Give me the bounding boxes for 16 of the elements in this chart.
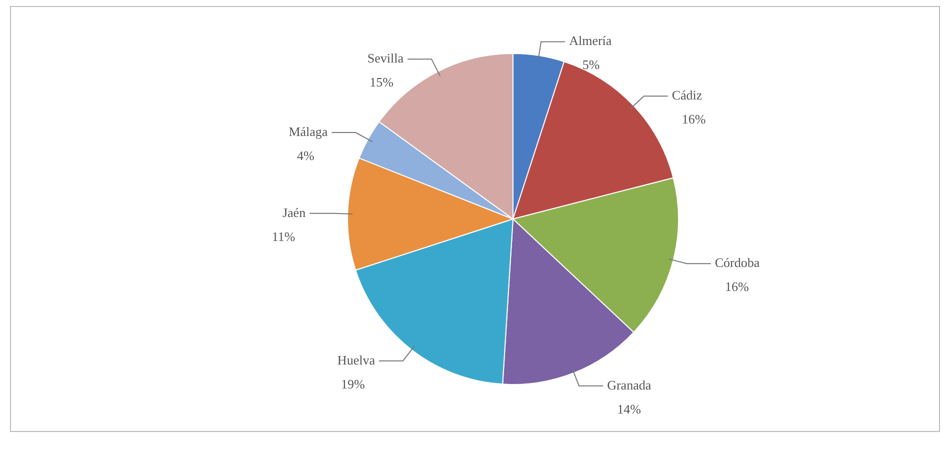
data-label: 19%: [341, 376, 366, 392]
slice-label: Córdoba: [714, 255, 760, 270]
slice-label: Jaén: [282, 204, 306, 220]
slice-label: Cádiz: [672, 88, 702, 103]
data-label: 11%: [272, 228, 296, 244]
data-label: 15%: [370, 74, 394, 90]
slice-label: Málaga: [288, 124, 328, 139]
data-label: 5%: [582, 57, 600, 72]
data-label: 4%: [297, 148, 315, 163]
slice-label: Huelva: [337, 352, 376, 368]
slice-label: Sevilla: [367, 50, 404, 66]
data-label: 16%: [724, 279, 749, 294]
slice-label: Granada: [607, 377, 652, 392]
data-label: 16%: [682, 112, 706, 127]
data-label: 14%: [617, 401, 642, 416]
slice-label: Almería: [569, 33, 612, 48]
